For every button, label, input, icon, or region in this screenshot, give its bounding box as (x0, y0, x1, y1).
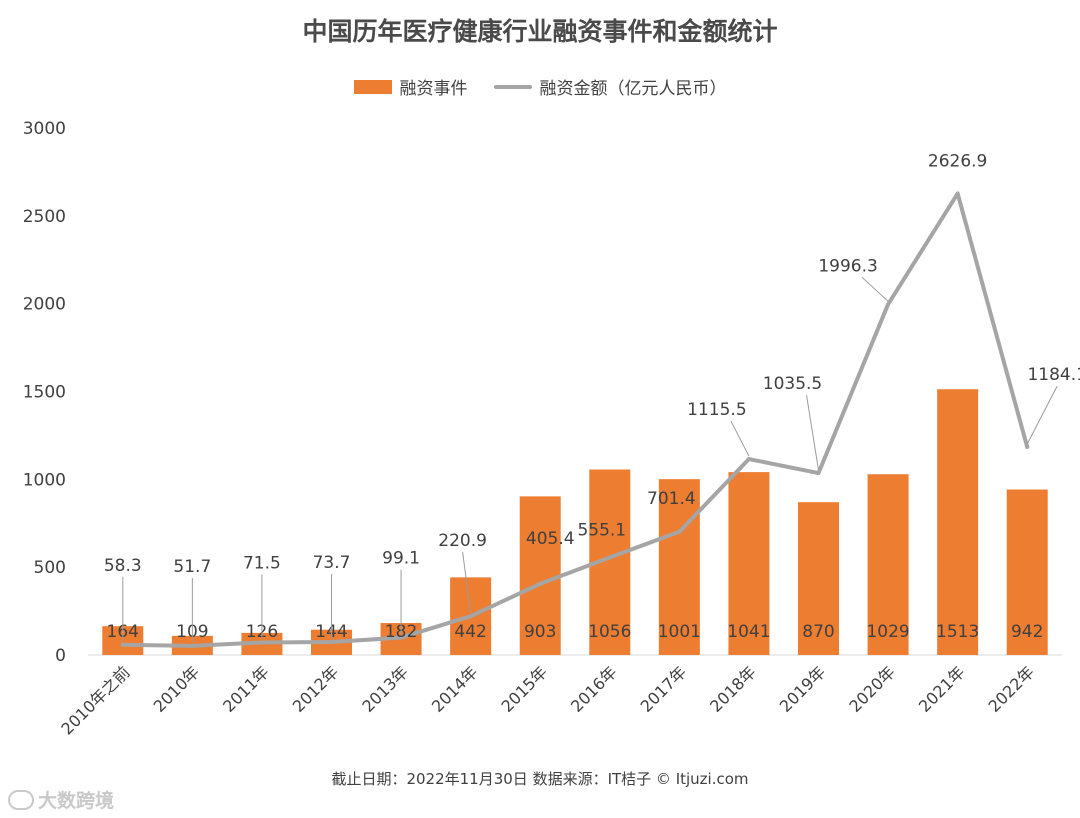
line-value-label: 99.1 (382, 549, 420, 569)
bar (519, 496, 561, 655)
line-point (746, 457, 751, 462)
source-footer: 截止日期：2022年11月30日 数据来源：IT桔子 © Itjuzi.com (331, 770, 749, 788)
bar (1006, 489, 1048, 655)
legend-label-amount: 融资金额（亿元人民币） (539, 79, 727, 99)
x-tick-label: 2021年 (915, 662, 969, 716)
legend-item-amount: 融资金额（亿元人民币） (493, 74, 727, 99)
x-tick-label: 2017年 (637, 662, 691, 716)
x-tick-label: 2018年 (706, 662, 760, 716)
legend-label-events: 融资事件 (399, 79, 468, 99)
x-tick-label: 2011年 (219, 662, 273, 716)
line-point (259, 640, 264, 645)
line-point (538, 581, 543, 586)
bar (798, 502, 839, 655)
line-point (399, 635, 404, 640)
bar-value-label: 1513 (936, 622, 979, 642)
y-tick-label: 2000 (23, 295, 66, 315)
legend-item-events: 融资事件 (353, 74, 468, 99)
line-value-label: 1184.1 (1027, 365, 1080, 385)
bar-value-label: 1001 (658, 622, 701, 642)
legend-swatch-bar (353, 79, 392, 94)
line-point (120, 642, 125, 647)
line-value-label: 58.3 (104, 556, 142, 576)
leader-line (861, 276, 889, 302)
line-value-label: 220.9 (438, 531, 487, 551)
line-point (468, 614, 473, 619)
x-tick-label: 2015年 (497, 662, 551, 716)
bar-value-label: 442 (454, 622, 486, 642)
watermark-logo-icon (8, 789, 34, 810)
watermark: 大数跨境 (8, 786, 114, 813)
watermark-text: 大数跨境 (38, 790, 115, 812)
bar-value-label: 1041 (727, 622, 770, 642)
x-tick-label: 2010年 (150, 662, 204, 716)
legend-swatch-line (493, 84, 532, 89)
x-tick-label: 2020年 (845, 662, 899, 716)
x-tick-label: 2010年之前 (57, 662, 133, 738)
bar (728, 472, 770, 655)
x-tick-label: 2014年 (428, 662, 482, 716)
leader-line (1026, 385, 1058, 445)
leader-line (730, 420, 750, 457)
bar-value-label: 903 (524, 622, 556, 642)
bar-value-label: 1029 (866, 622, 909, 642)
bar-value-label: 1056 (588, 622, 631, 642)
line-value-label: 701.4 (647, 489, 696, 509)
y-tick-label: 3000 (23, 119, 66, 139)
line-point (677, 529, 682, 534)
y-tick-label: 500 (34, 558, 66, 578)
y-tick-label: 1000 (23, 470, 66, 490)
series-line (120, 191, 1030, 648)
line-point (329, 640, 334, 645)
line-point (886, 302, 891, 307)
x-tick-label: 2012年 (289, 662, 343, 716)
x-tick-label: 2019年 (776, 662, 830, 716)
x-tick-label: 2022年 (984, 662, 1038, 716)
x-tick-label: 2013年 (358, 662, 412, 716)
bar-value-label: 942 (1011, 622, 1043, 642)
bar-value-label: 870 (802, 622, 834, 642)
y-tick-label: 0 (55, 646, 66, 666)
line-point (1025, 444, 1030, 449)
line-value-label: 555.1 (577, 520, 626, 540)
line-value-label: 1115.5 (687, 400, 746, 420)
chart-legend: 融资事件 融资金额（亿元人民币） (0, 74, 1080, 99)
line-value-label: 2626.9 (928, 152, 987, 172)
x-tick-label: 2016年 (567, 662, 621, 716)
line-point (607, 555, 612, 560)
y-tick-label: 1500 (23, 383, 66, 403)
line-value-label: 71.5 (243, 553, 281, 573)
line-value-label: 405.4 (526, 529, 575, 549)
line-point (190, 643, 195, 648)
line-value-label: 1996.3 (818, 256, 877, 276)
line-point (955, 191, 960, 196)
y-tick-label: 2500 (23, 207, 66, 227)
bar (867, 474, 909, 655)
bar (658, 479, 700, 655)
line-value-label: 73.7 (313, 553, 351, 573)
leader-line (806, 395, 819, 471)
line-point (816, 471, 821, 476)
bar (937, 389, 979, 655)
leader-line (462, 552, 472, 614)
line-value-label: 51.7 (173, 557, 211, 577)
line-value-label: 1035.5 (763, 374, 822, 394)
chart-title: 中国历年医疗健康行业融资事件和金额统计 (302, 17, 778, 46)
